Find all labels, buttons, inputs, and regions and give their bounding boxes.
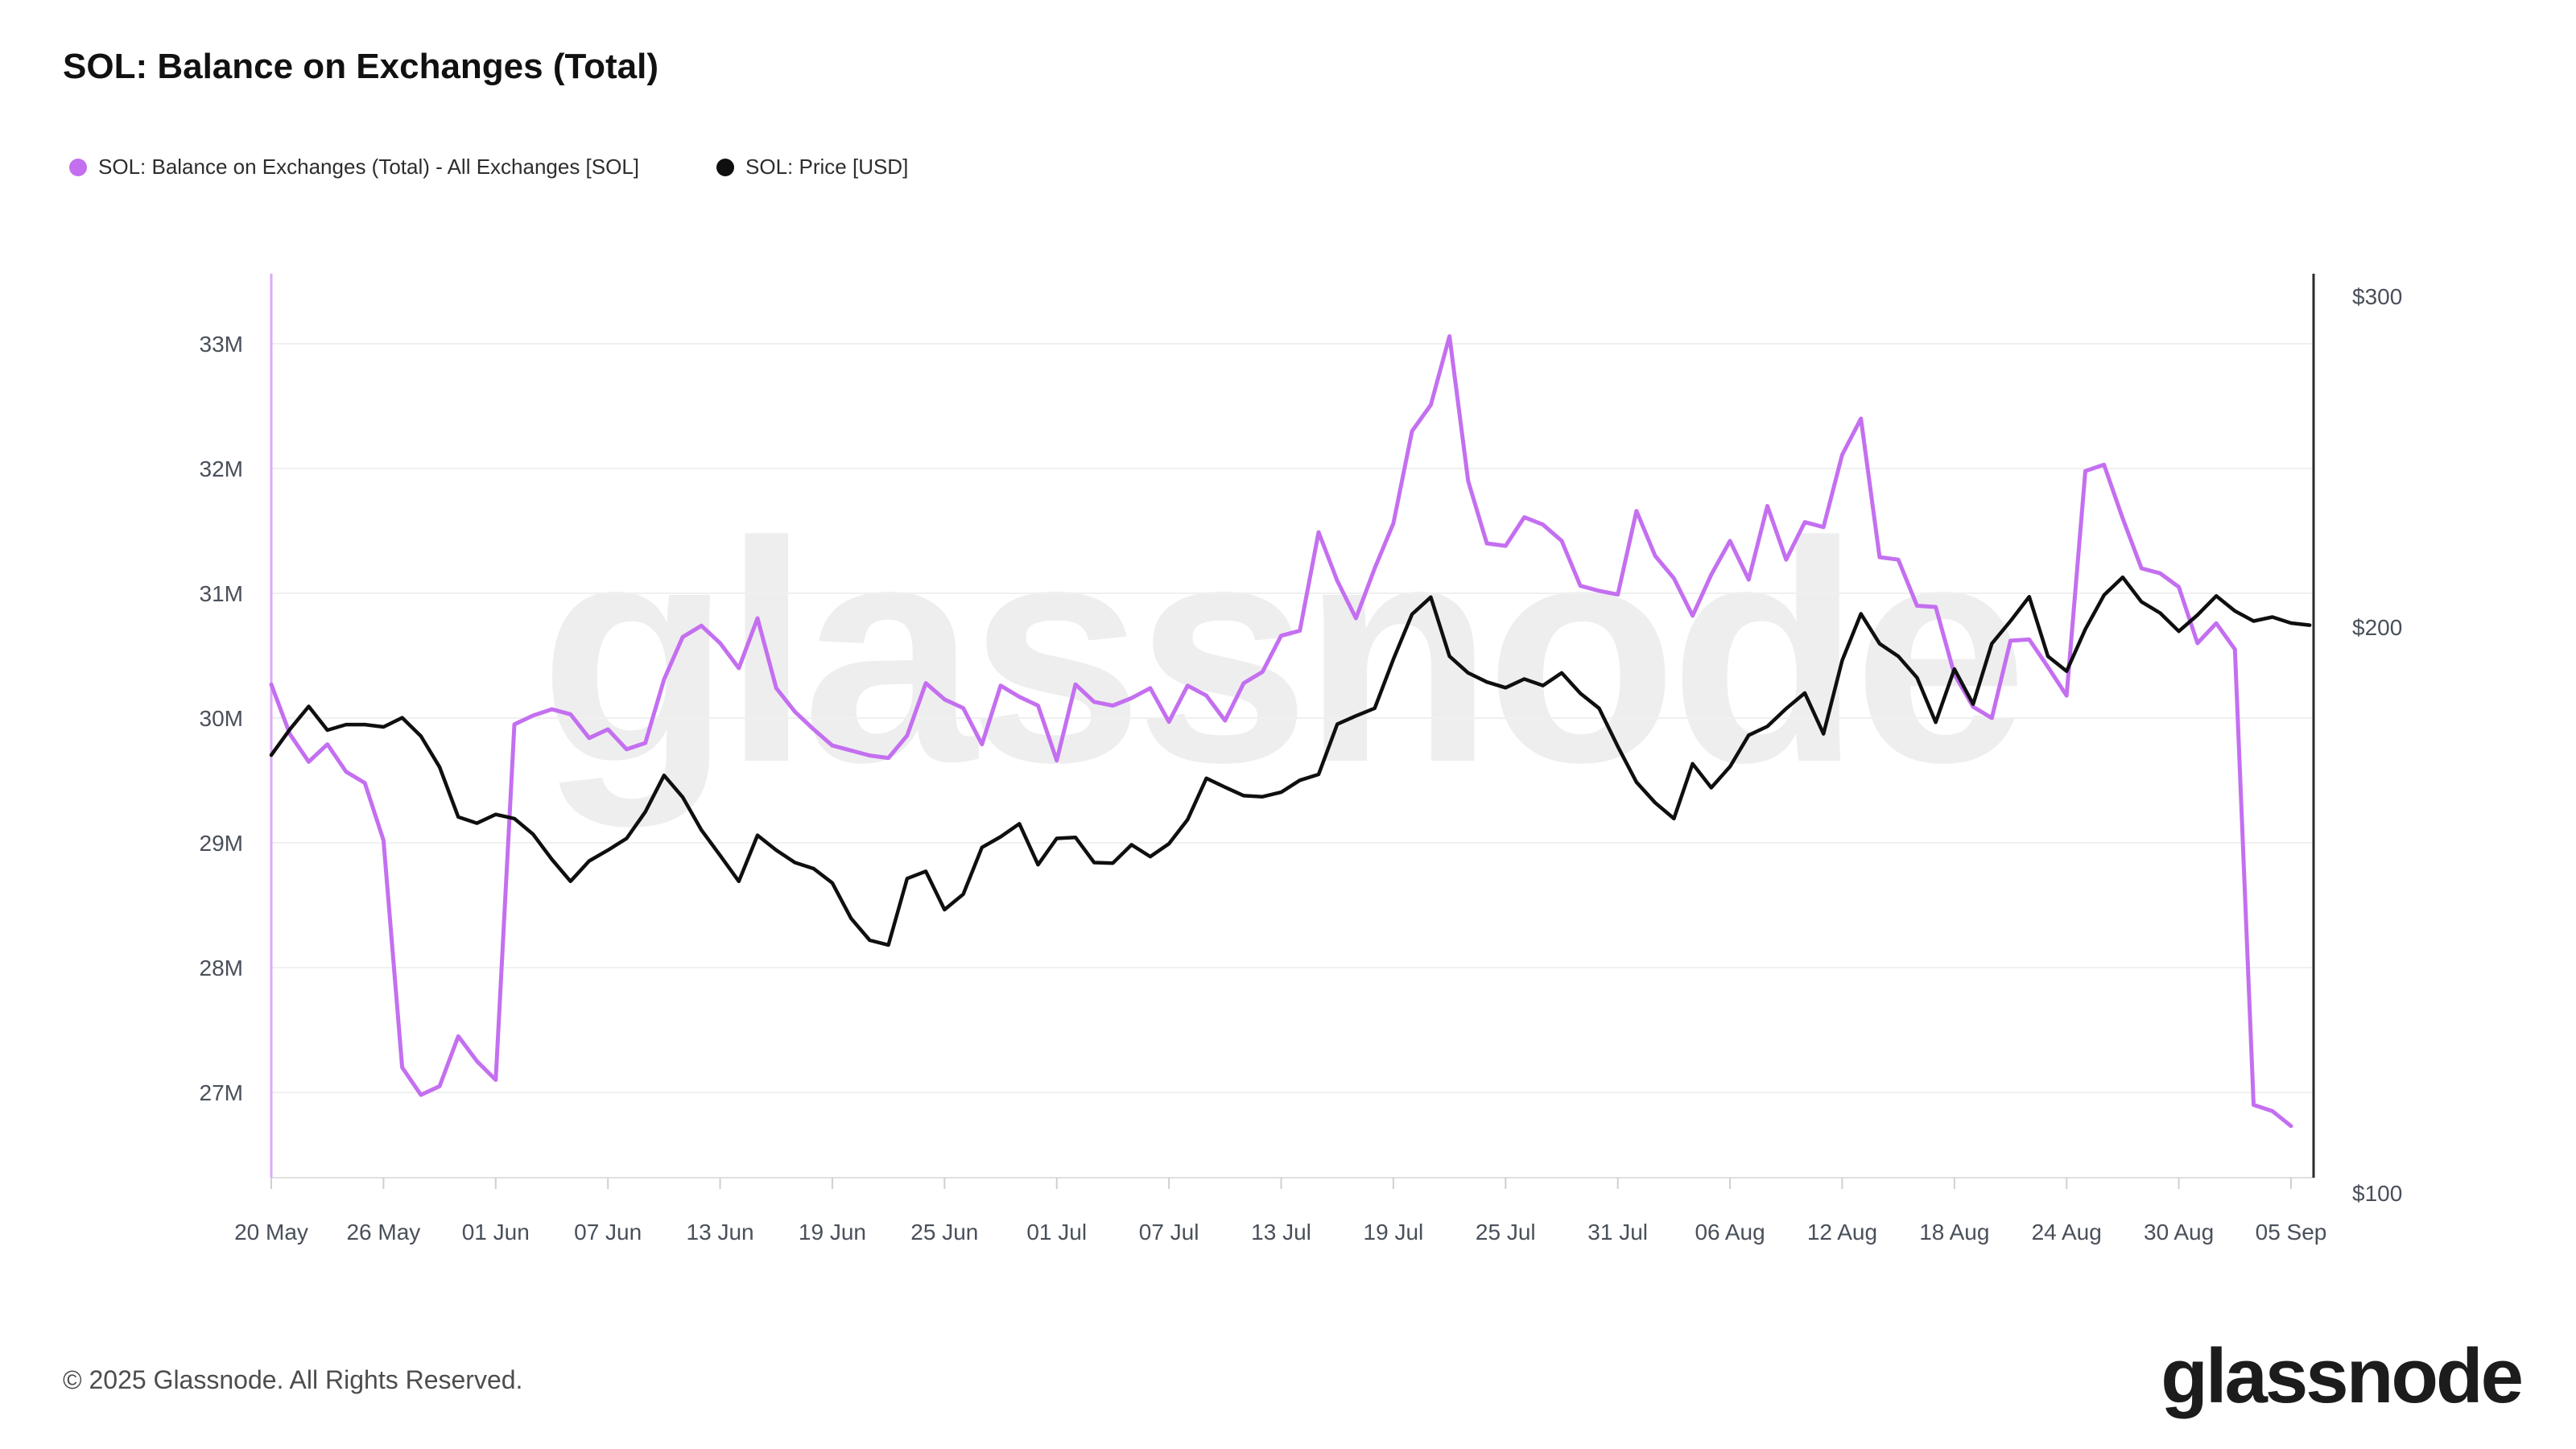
x-axis-tick-label: 24 Aug xyxy=(2032,1220,2102,1245)
x-axis-tick-label: 30 Aug xyxy=(2144,1220,2214,1245)
legend-item-price[interactable]: SOL: Price [USD] xyxy=(716,155,908,180)
right-axis-tick-label: $100 xyxy=(2352,1181,2402,1206)
x-axis-tick-label: 20 May xyxy=(234,1220,308,1245)
price-series-dot-icon xyxy=(716,158,735,176)
x-axis-tick-label: 01 Jul xyxy=(1026,1220,1087,1245)
copyright-text: © 2025 Glassnode. All Rights Reserved. xyxy=(63,1365,523,1394)
x-axis-tick-label: 05 Sep xyxy=(2256,1220,2327,1245)
legend-label-balance: SOL: Balance on Exchanges (Total) - All … xyxy=(98,155,640,179)
left-axis-tick-label: 27M xyxy=(200,1080,243,1105)
legend-label-price: SOL: Price [USD] xyxy=(745,155,909,179)
x-axis-tick-label: 07 Jun xyxy=(574,1220,642,1245)
left-axis-tick-label: 33M xyxy=(200,332,243,357)
x-axis-tick-label: 13 Jun xyxy=(687,1220,754,1245)
x-axis-tick-label: 18 Aug xyxy=(1919,1220,1989,1245)
right-axis-tick-label: $300 xyxy=(2352,284,2402,309)
page-title: SOL: Balance on Exchanges (Total) xyxy=(63,47,658,86)
x-axis-tick-label: 26 May xyxy=(346,1220,420,1245)
left-axis-tick-label: 29M xyxy=(200,831,243,856)
legend: SOL: Balance on Exchanges (Total) - All … xyxy=(69,155,908,180)
x-axis-tick-label: 19 Jul xyxy=(1364,1220,1424,1245)
x-axis-tick-label: 12 Aug xyxy=(1807,1220,1877,1245)
right-axis-tick-label: $200 xyxy=(2352,615,2402,640)
x-axis-tick-label: 31 Jul xyxy=(1587,1220,1648,1245)
balance-series-dot-icon xyxy=(69,158,87,176)
left-axis-tick-label: 32M xyxy=(200,456,243,481)
left-axis-tick-label: 28M xyxy=(200,956,243,980)
legend-item-balance[interactable]: SOL: Balance on Exchanges (Total) - All … xyxy=(69,155,639,180)
x-axis-tick-label: 01 Jun xyxy=(462,1220,530,1245)
glassnode-logo[interactable]: glassnode xyxy=(2161,1333,2524,1419)
x-axis-tick-label: 25 Jun xyxy=(910,1220,978,1245)
left-axis-tick-label: 30M xyxy=(200,706,243,731)
glassnode-watermark: glassnode xyxy=(539,477,2028,828)
x-axis-tick-label: 06 Aug xyxy=(1695,1220,1765,1245)
x-axis-tick-label: 25 Jul xyxy=(1476,1220,1536,1245)
header: SOL: Balance on Exchanges (Total) xyxy=(63,47,658,87)
x-axis-tick-label: 07 Jul xyxy=(1139,1220,1199,1245)
balance-series-line[interactable] xyxy=(269,334,2293,1129)
x-axis-tick-label: 19 Jun xyxy=(799,1220,866,1245)
x-axis-tick-label: 13 Jul xyxy=(1251,1220,1311,1245)
price-series-line[interactable] xyxy=(269,575,2312,947)
left-axis-tick-label: 31M xyxy=(200,581,243,606)
